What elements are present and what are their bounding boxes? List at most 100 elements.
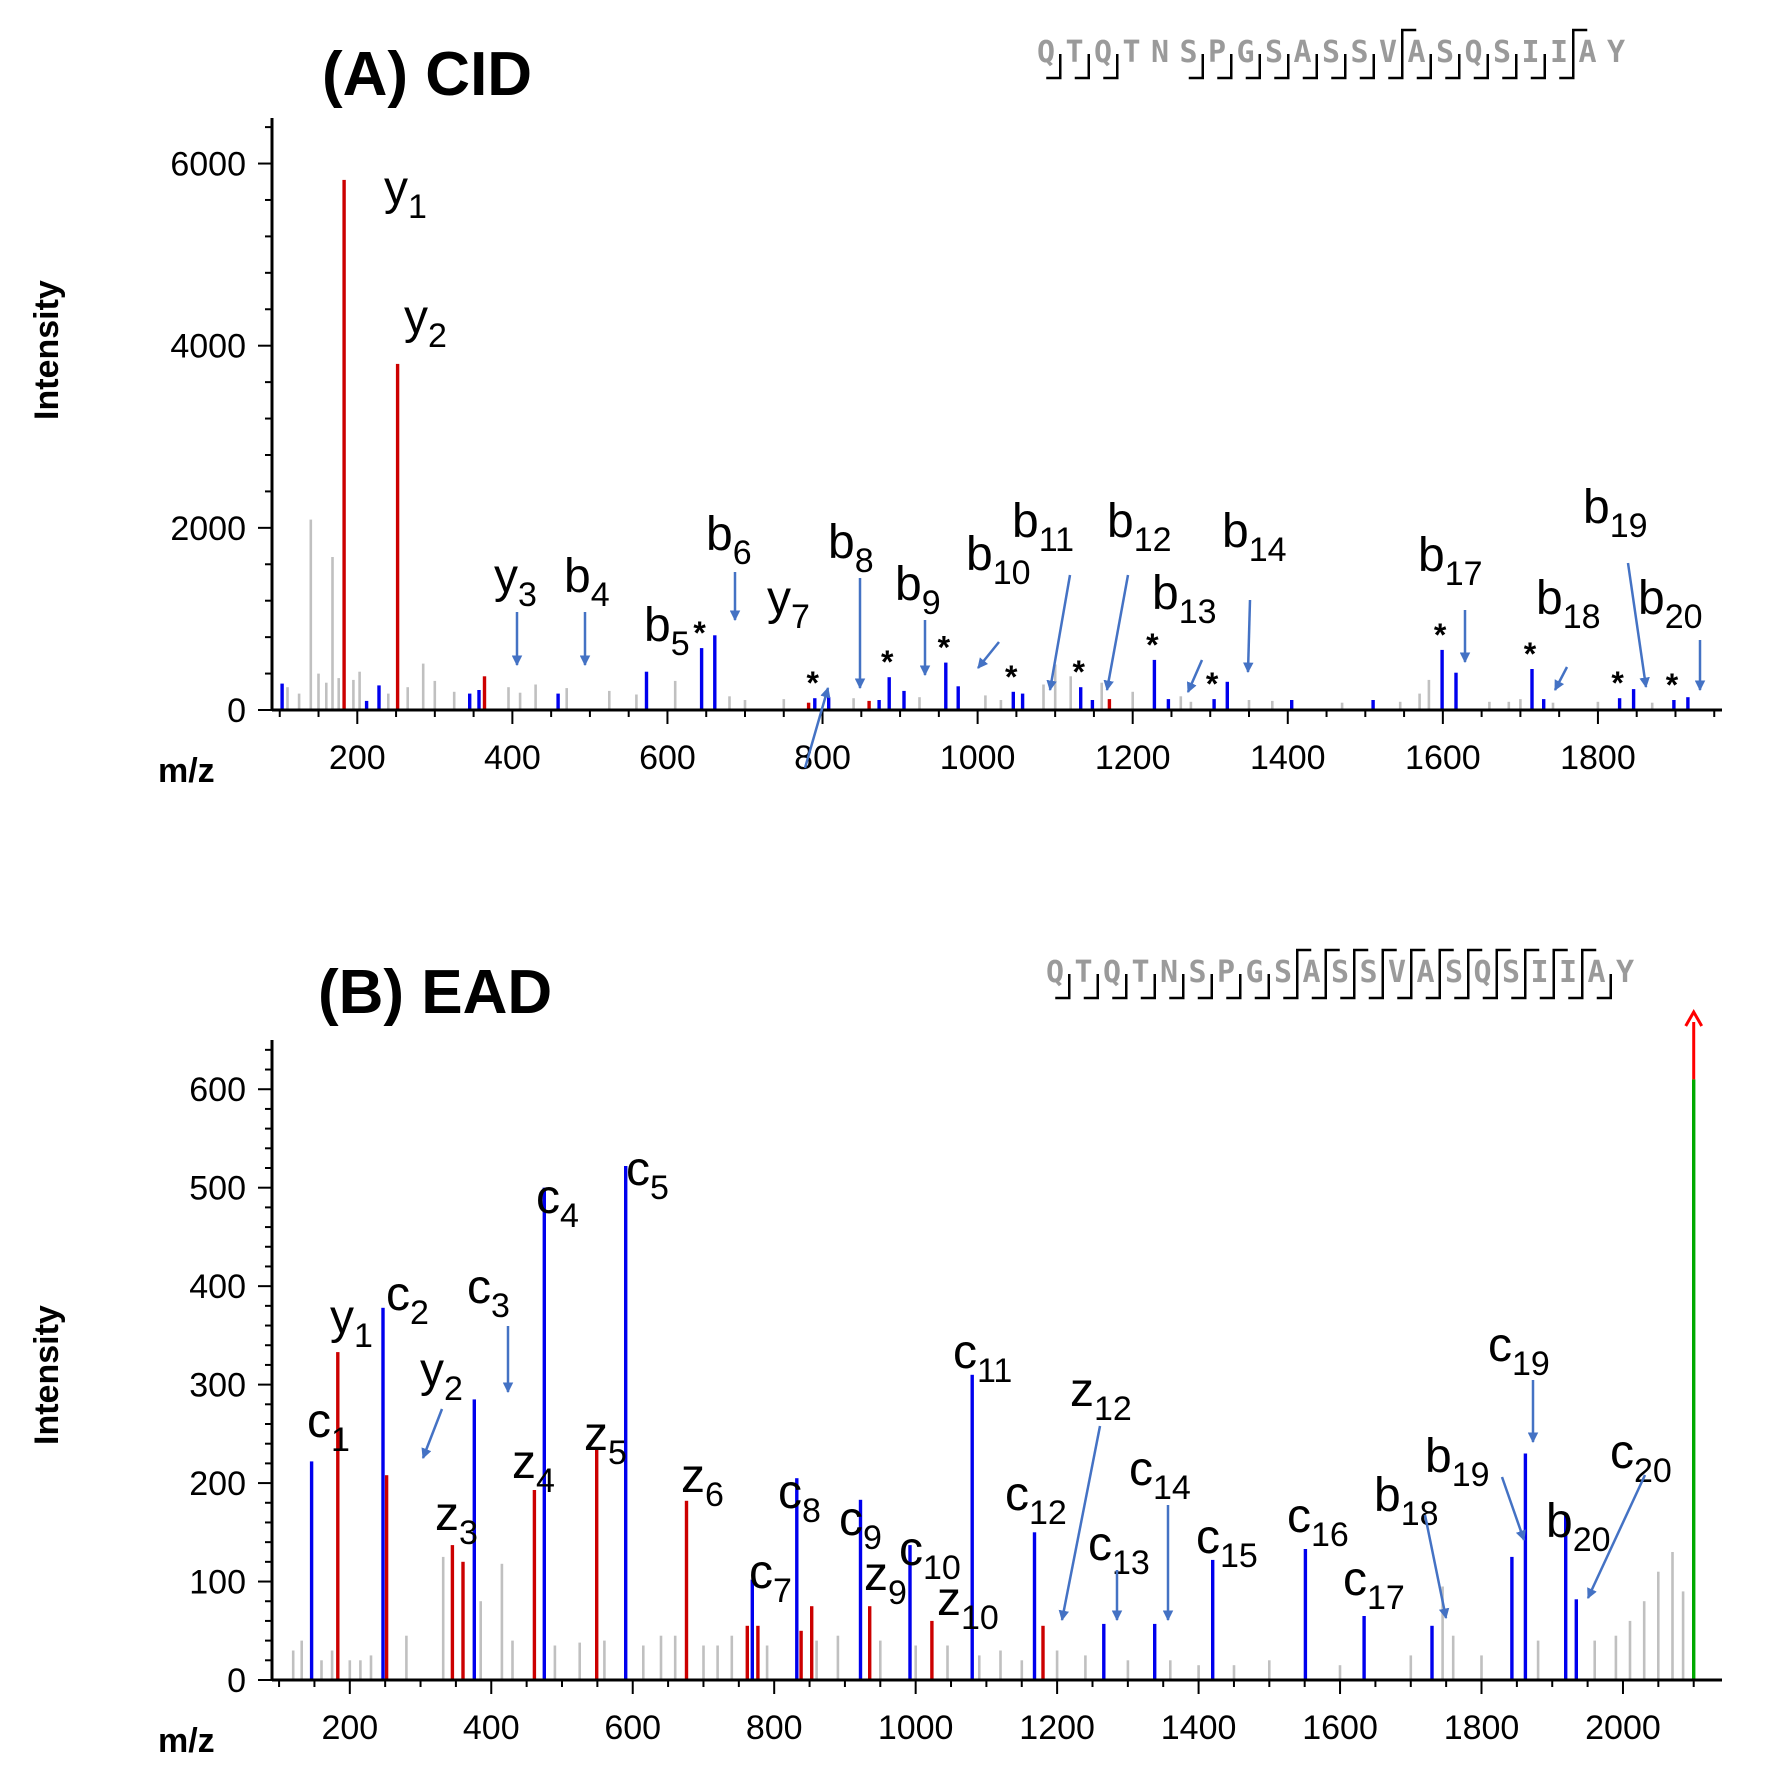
- ead-sequence-residue: S: [1274, 955, 1292, 990]
- cid-n-terminal-cleavage-mark: [1502, 54, 1518, 80]
- ead-y-tick-label: 400: [189, 1268, 246, 1306]
- cid-peak: [608, 690, 611, 710]
- cid-x-axis-title: m/z: [158, 752, 215, 790]
- cid-n-terminal-cleavage-mark: [1445, 54, 1461, 80]
- cid-sequence-residue: A: [1578, 35, 1596, 70]
- cid-sequence-residue: T: [1065, 35, 1083, 70]
- cid-peak: [1488, 701, 1491, 710]
- cid-ion-label: b14: [1222, 505, 1287, 569]
- ead-ion-label: c5: [626, 1143, 669, 1207]
- cid-ion-label: b19: [1583, 481, 1648, 545]
- cid-peak: [1131, 691, 1134, 710]
- ead-ion-label: c3: [467, 1261, 510, 1325]
- ead-peak: [815, 1640, 818, 1680]
- cid-peak: [1271, 700, 1274, 710]
- cid-peak: [565, 688, 568, 710]
- cid-peak: [699, 648, 704, 710]
- ead-peak: [1169, 1660, 1172, 1680]
- ead-peak: [330, 1650, 334, 1680]
- ead-peak: [1536, 1640, 1540, 1680]
- cid-ion-label: b18: [1536, 572, 1601, 636]
- ead-peak: [1409, 1655, 1413, 1680]
- cid-y-tick-label: 4000: [170, 328, 246, 366]
- ead-ion-label: b18: [1374, 1469, 1439, 1533]
- cid-peak: [395, 363, 400, 710]
- ead-ion-label: z10: [937, 1573, 999, 1637]
- cid-sequence-residue: Q: [1464, 35, 1482, 70]
- ead-peak: [659, 1635, 663, 1680]
- ead-peak: [1614, 1635, 1618, 1680]
- ead-peak: [1338, 1665, 1342, 1680]
- cid-n-terminal-cleavage-mark: [1530, 54, 1546, 80]
- ead-ion-label: c10: [899, 1523, 961, 1587]
- ead-ion-label: c1: [307, 1395, 350, 1459]
- cid-ion-label: b20: [1638, 572, 1703, 636]
- ead-ion-label: y1: [330, 1291, 373, 1355]
- ead-x-tick-label: 1600: [1302, 1709, 1378, 1747]
- cid-peak: [813, 698, 817, 710]
- cid-peak: [325, 682, 328, 710]
- cid-sequence-residue: Y: [1607, 35, 1625, 70]
- cid-panel-title: (A) CID: [322, 40, 532, 109]
- cid-ion-label: b11: [1012, 495, 1074, 559]
- cid-n-terminal-cleavage-mark: [1416, 54, 1432, 80]
- ead-peaks: [291, 1008, 1704, 1680]
- ead-annotation-arrow: [1586, 1474, 1647, 1599]
- cid-peak: [1631, 689, 1636, 710]
- ead-sequence-residue: A: [1587, 955, 1605, 990]
- ead-panel-title: (B) EAD: [318, 958, 552, 1027]
- cid-n-terminal-cleavage-mark: [1274, 54, 1290, 80]
- ead-sequence-residue: Q: [1103, 955, 1121, 990]
- ead-peak: [673, 1635, 677, 1680]
- cid-sequence-residue: V: [1379, 35, 1397, 70]
- ead-c-terminal-cleavage-mark: [1581, 948, 1597, 984]
- ead-peak: [750, 1579, 754, 1680]
- ead-peak: [756, 1625, 760, 1680]
- cid-annotation-arrow: [1046, 574, 1072, 692]
- cid-peak: [918, 697, 921, 710]
- cid-peak: [1686, 697, 1690, 710]
- ead-peak: [542, 1187, 546, 1680]
- ead-x-tick-label: 1800: [1444, 1709, 1520, 1747]
- cid-peak: [1617, 698, 1622, 710]
- cid-ion-label: b13: [1152, 567, 1217, 631]
- cid-sequence-residue: P: [1208, 35, 1226, 70]
- ead-peak: [1303, 1549, 1308, 1680]
- ead-peak: [1211, 1559, 1215, 1680]
- cid-y-axis-title: Intensity: [28, 280, 66, 420]
- ead-sequence-residue: S: [1188, 955, 1206, 990]
- cid-annotation-arrow: [1186, 659, 1204, 693]
- ead-peak: [1480, 1655, 1483, 1680]
- cid-peak: [1672, 700, 1676, 710]
- cid-ion-label: b6: [706, 508, 752, 572]
- ead-peak: [1657, 1571, 1660, 1680]
- ead-sequence-residue: S: [1502, 955, 1520, 990]
- ead-peak: [1197, 1665, 1200, 1680]
- ead-peak: [603, 1640, 606, 1680]
- cid-peak: [902, 690, 906, 710]
- ead-n-terminal-cleavage-mark: [1169, 974, 1185, 1000]
- ead-peak: [500, 1563, 504, 1680]
- ead-peak: [765, 1645, 769, 1680]
- cid-sequence-residue: Q: [1094, 35, 1112, 70]
- cid-peak: [468, 693, 472, 710]
- ead-peak: [810, 1606, 814, 1680]
- ead-peak: [369, 1655, 373, 1680]
- ead-n-terminal-cleavage-mark: [1596, 974, 1612, 1000]
- cid-peak: [1542, 699, 1546, 710]
- ead-peak: [1574, 1599, 1578, 1680]
- cid-x-tick-label: 1200: [1095, 739, 1171, 777]
- ead-peak: [1268, 1660, 1271, 1680]
- cid-peak: [1454, 672, 1458, 710]
- ead-n-terminal-cleavage-mark: [1197, 974, 1213, 1000]
- ead-peak: [978, 1655, 981, 1680]
- cid-peak: [728, 696, 731, 710]
- cid-peak: [1079, 687, 1083, 710]
- cid-modified-fragment-star: *: [1206, 666, 1219, 702]
- cid-peak: [1100, 682, 1103, 710]
- cid-annotation-arrow: [977, 641, 1000, 669]
- cid-peak: [984, 695, 987, 710]
- ead-peak: [479, 1601, 482, 1680]
- cid-sequence-residue: Q: [1037, 35, 1055, 70]
